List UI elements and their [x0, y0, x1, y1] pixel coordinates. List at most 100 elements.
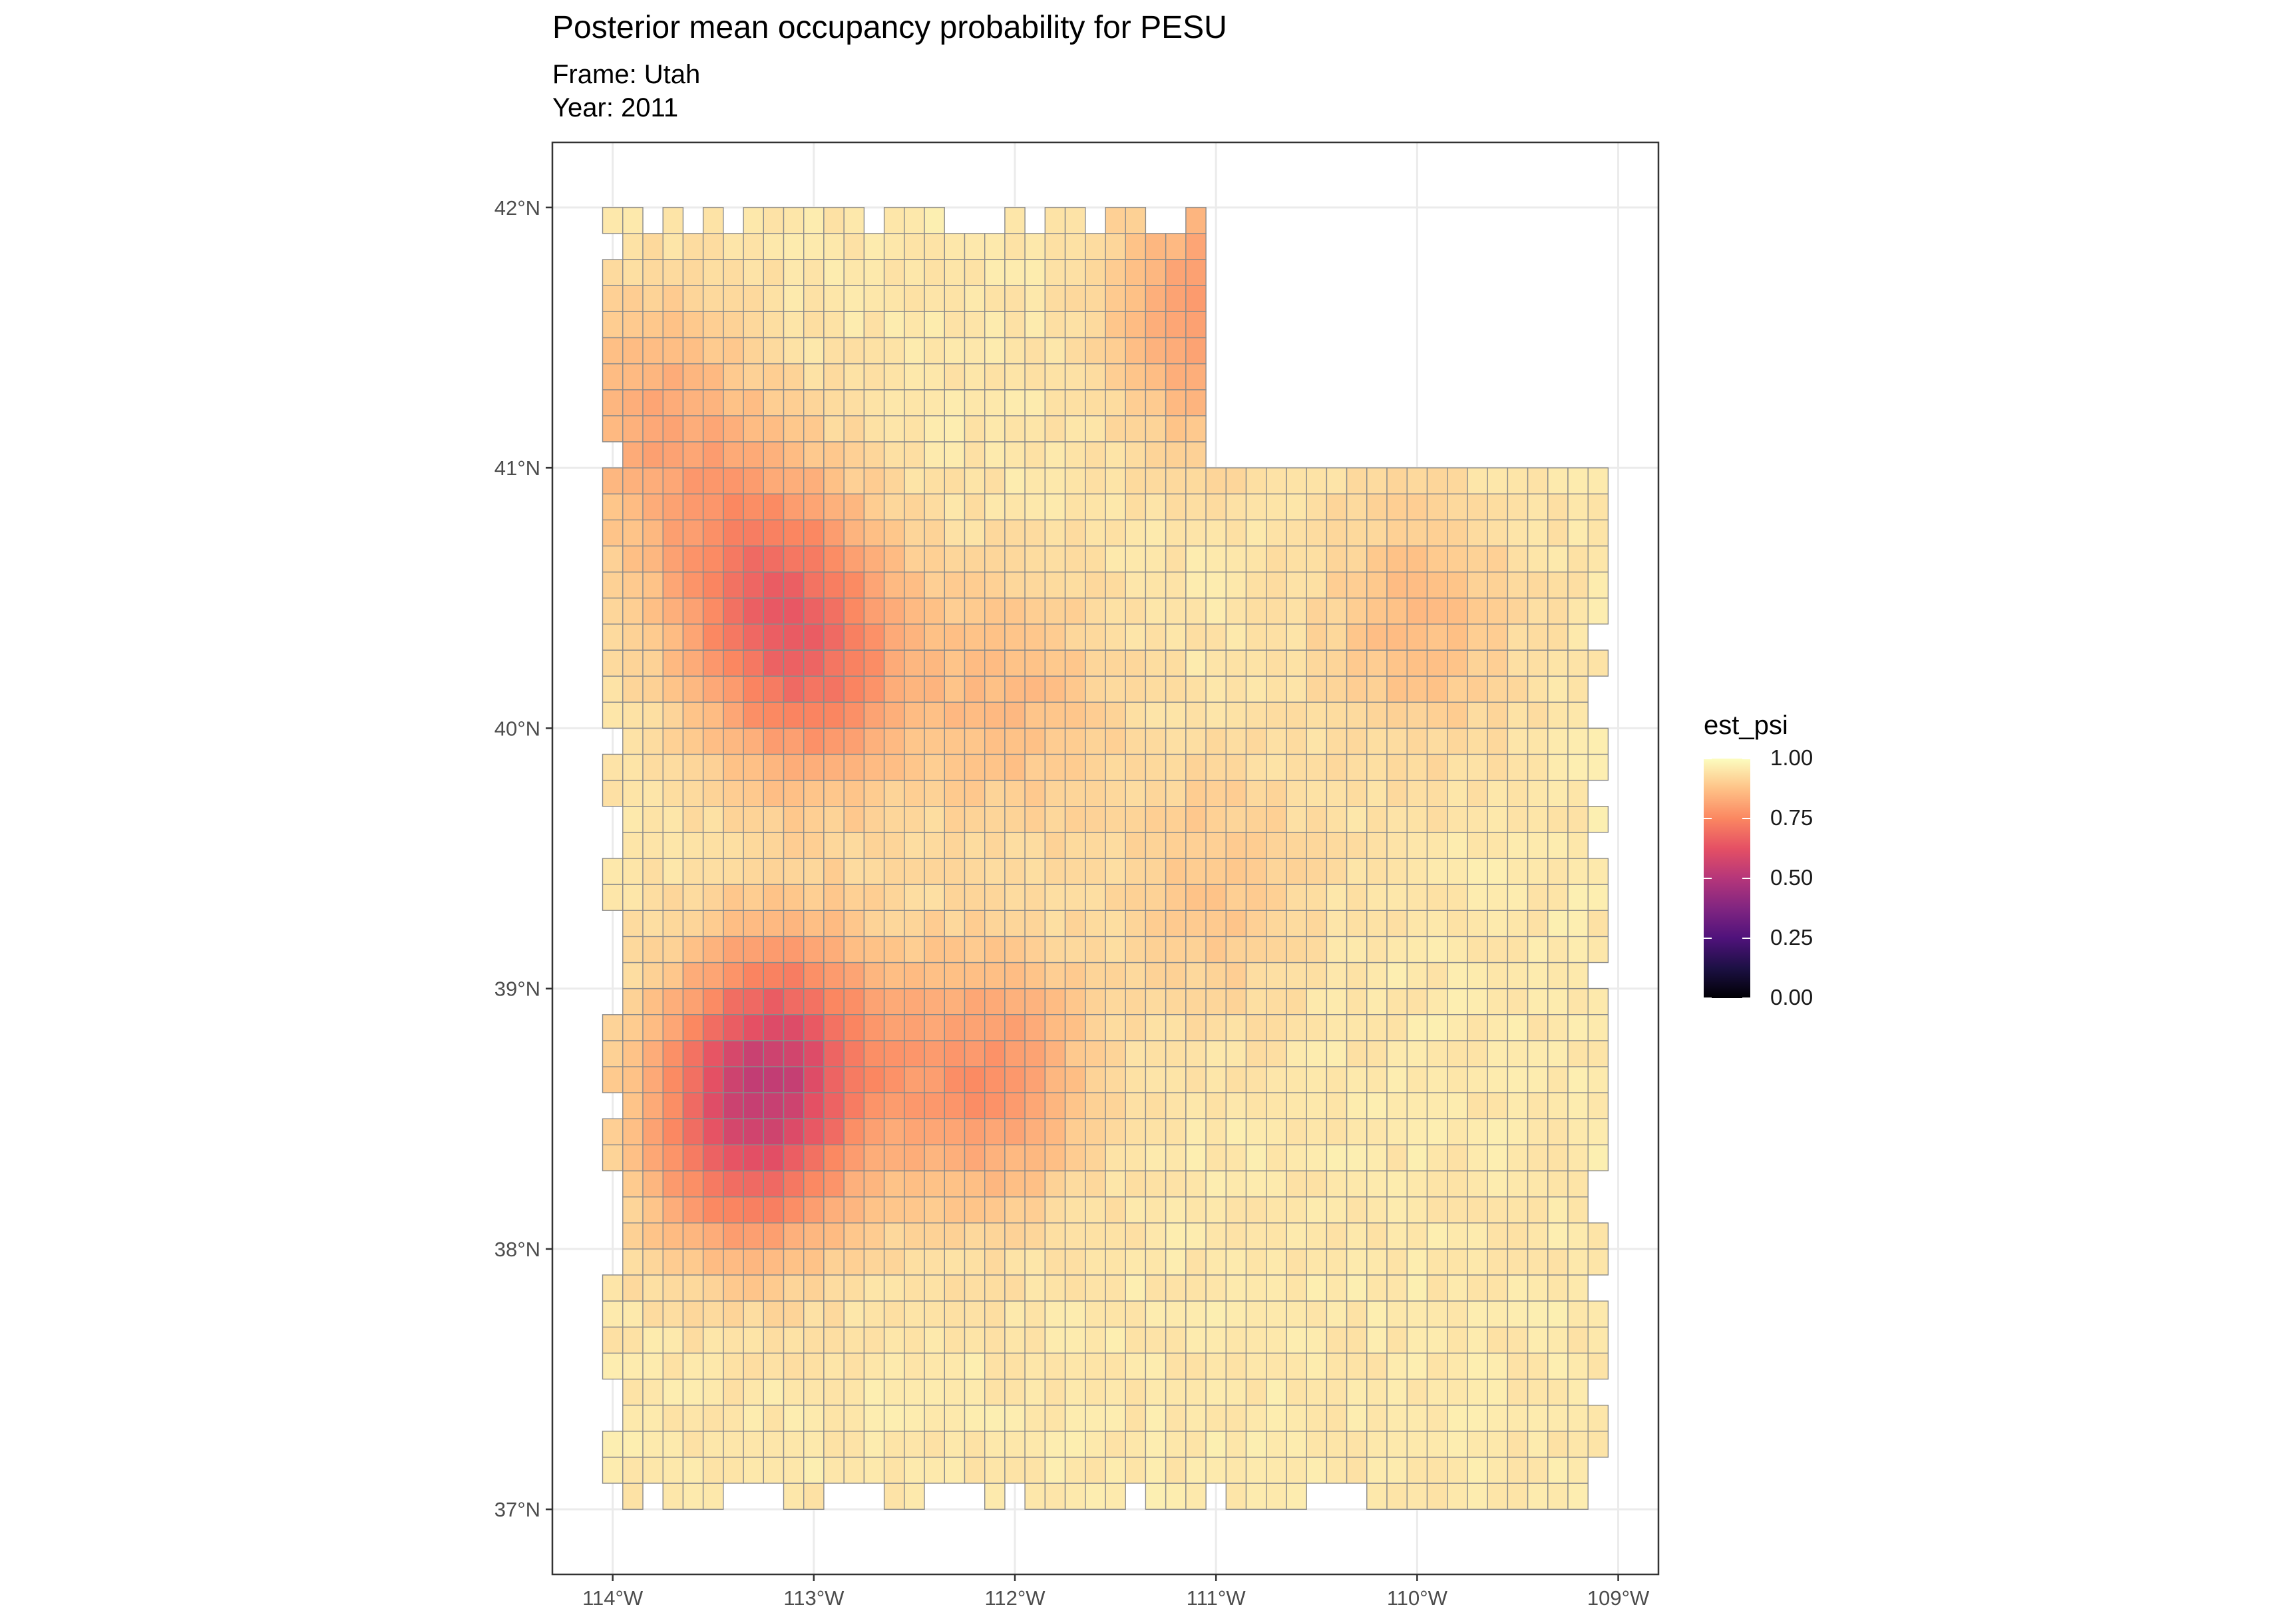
x-tick-label: 113°W — [783, 1586, 845, 1610]
legend-label-1.00: 1.00 — [1770, 745, 1814, 770]
grid-cell — [1346, 987, 1368, 1015]
grid-cell — [1527, 1170, 1549, 1198]
grid-cell — [1225, 910, 1247, 938]
grid-cell — [1125, 1352, 1147, 1380]
grid-cell — [1507, 1144, 1529, 1172]
grid-cell — [642, 1326, 664, 1354]
grid-cell — [1145, 675, 1167, 703]
grid-cell — [984, 1170, 1006, 1198]
grid-cell — [622, 1248, 644, 1276]
grid-cell — [1265, 571, 1287, 599]
grid-cell — [662, 1274, 684, 1302]
grid-cell — [803, 337, 825, 365]
grid-cell — [662, 1196, 684, 1224]
grid-cell — [743, 493, 764, 521]
grid-cell — [1326, 910, 1348, 938]
grid-cell — [622, 363, 644, 391]
grid-cell — [1145, 1014, 1167, 1041]
grid-cell — [1044, 1457, 1066, 1484]
grid-cell — [1105, 1092, 1126, 1119]
grid-cell — [723, 233, 744, 260]
grid-cell — [1587, 598, 1609, 625]
grid-cell — [863, 779, 885, 807]
grid-cell — [883, 1066, 905, 1093]
grid-cell — [1245, 805, 1267, 833]
grid-cell — [1507, 1483, 1529, 1510]
grid-cell — [642, 1014, 664, 1041]
grid-cell — [1185, 285, 1207, 313]
grid-cell — [964, 1170, 986, 1198]
grid-cell — [1265, 1196, 1287, 1224]
grid-cell — [1024, 467, 1046, 494]
grid-cell — [1265, 1248, 1287, 1276]
grid-cell — [1286, 1326, 1307, 1354]
grid-cell — [1386, 1483, 1408, 1510]
grid-cell — [1326, 1066, 1348, 1093]
grid-cell — [1145, 415, 1167, 443]
grid-cell — [1125, 598, 1147, 625]
grid-cell — [984, 545, 1006, 573]
grid-cell — [1085, 415, 1106, 443]
grid-cell — [1386, 1352, 1408, 1380]
y-tick-label: 37°N — [494, 1498, 540, 1521]
grid-cell — [863, 1170, 885, 1198]
grid-cell — [1004, 1352, 1026, 1380]
grid-cell — [1547, 1404, 1569, 1432]
grid-cell — [1386, 884, 1408, 911]
grid-cell — [1044, 832, 1066, 859]
grid-cell — [823, 701, 845, 729]
grid-cell — [1386, 779, 1408, 807]
grid-cell — [863, 1248, 885, 1276]
grid-cell — [702, 1404, 724, 1432]
grid-cell — [1185, 1352, 1207, 1380]
x-tick-label: 109°W — [1587, 1586, 1650, 1610]
grid-cell — [682, 1092, 704, 1119]
grid-cell — [1366, 571, 1388, 599]
grid-cell — [1225, 962, 1247, 989]
grid-cell — [1426, 1118, 1448, 1146]
grid-cell — [984, 1014, 1006, 1041]
grid-cell — [1567, 1040, 1589, 1067]
grid-cell — [823, 1144, 845, 1172]
grid-cell — [823, 415, 845, 443]
grid-cell — [1125, 1222, 1147, 1250]
grid-cell — [602, 1144, 624, 1172]
grid-cell — [1386, 1196, 1408, 1224]
grid-cell — [904, 1118, 925, 1146]
grid-cell — [642, 649, 664, 677]
grid-cell — [863, 1326, 885, 1354]
grid-cell — [682, 1222, 704, 1250]
grid-cell — [1185, 1457, 1207, 1484]
grid-cell — [723, 337, 744, 365]
grid-cell — [1467, 1222, 1488, 1250]
grid-cell — [1004, 649, 1026, 677]
grid-cell — [1225, 545, 1247, 573]
grid-cell — [1386, 467, 1408, 494]
grid-cell — [924, 753, 945, 781]
grid-cell — [1507, 1248, 1529, 1276]
grid-cell — [883, 415, 905, 443]
grid-cell — [1265, 649, 1287, 677]
grid-cell — [1085, 1300, 1106, 1328]
grid-cell — [1004, 1014, 1026, 1041]
grid-cell — [682, 701, 704, 729]
grid-cell — [1205, 1457, 1227, 1484]
grid-cell — [1346, 1222, 1368, 1250]
grid-cell — [1567, 753, 1589, 781]
grid-cell — [1467, 571, 1488, 599]
grid-cell — [723, 884, 744, 911]
grid-cell — [1386, 1118, 1408, 1146]
grid-cell — [662, 467, 684, 494]
grid-cell — [904, 441, 925, 468]
grid-cell — [1386, 1092, 1408, 1119]
grid-cell — [682, 1431, 704, 1458]
grid-cell — [1426, 884, 1448, 911]
grid-cell — [964, 259, 986, 286]
grid-cell — [1527, 1274, 1549, 1302]
grid-cell — [803, 1222, 825, 1250]
grid-cell — [924, 1431, 945, 1458]
grid-cell — [1286, 1483, 1307, 1510]
grid-cell — [1426, 1326, 1448, 1354]
grid-cell — [1487, 519, 1509, 547]
grid-cell — [1024, 1066, 1046, 1093]
